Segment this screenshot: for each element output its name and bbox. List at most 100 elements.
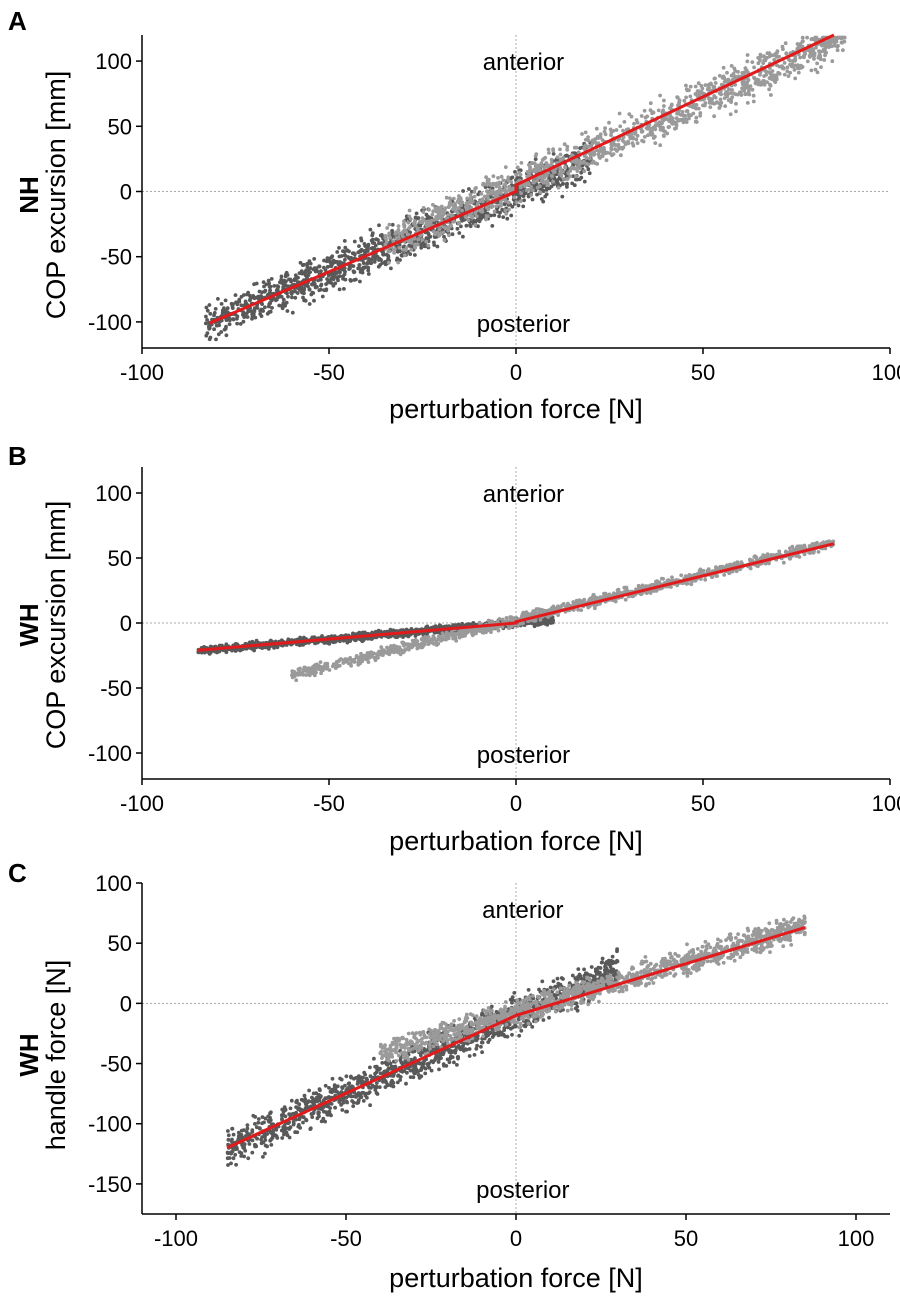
scatter-point (556, 185, 561, 190)
x-tick-label: -50 (313, 360, 345, 385)
scatter-point (233, 293, 238, 297)
scatter-point (479, 191, 484, 196)
scatter-point (212, 313, 216, 318)
scatter-point (709, 82, 713, 87)
scatter-point (730, 88, 734, 92)
scatter-point (231, 317, 236, 321)
scatter-point (670, 122, 675, 126)
scatter-point (815, 61, 819, 66)
scatter-point (347, 249, 351, 254)
scatter-point (589, 597, 594, 601)
scatter-point (763, 554, 768, 559)
scatter-point (688, 84, 693, 89)
scatter-point (457, 231, 462, 235)
scatter-point (424, 239, 429, 244)
scatter-point (565, 144, 570, 149)
scatter-point (372, 241, 377, 246)
scatter-point (384, 240, 389, 244)
scatter-point (366, 265, 371, 270)
scatter-point (646, 133, 650, 138)
scatter-point (565, 177, 570, 181)
scatter-point (703, 101, 708, 105)
scatter-point (212, 327, 217, 332)
scatter-point (357, 263, 362, 267)
scatter-point (297, 669, 302, 674)
scatter-point (282, 278, 286, 283)
scatter-point (443, 206, 448, 211)
scatter-point (733, 82, 737, 87)
scatter-point (577, 162, 582, 167)
scatter-point (281, 285, 286, 289)
scatter-point (742, 88, 747, 93)
scatter-point (252, 648, 256, 653)
scatter-point (723, 104, 728, 108)
scatter-point (267, 302, 272, 307)
scatter-point (517, 170, 522, 175)
scatter-point (227, 318, 232, 323)
scatter-point (335, 275, 340, 279)
scatter-point (669, 103, 674, 108)
y-tick-label: 50 (108, 114, 132, 139)
scatter-point (370, 237, 375, 242)
scatter-point (409, 247, 414, 252)
scatter-point (569, 165, 574, 170)
scatter-point (507, 207, 511, 212)
scatter-point (549, 619, 553, 623)
scatter-point (235, 321, 240, 326)
scatter-point (748, 84, 753, 88)
scatter-point (481, 182, 485, 187)
scatter-point (416, 216, 421, 220)
scatter-point (396, 260, 401, 265)
scatter-point (750, 60, 755, 64)
scatter-point (541, 189, 546, 194)
scatter-point (439, 231, 443, 236)
scatter-point (750, 87, 755, 92)
scatter-point (319, 282, 324, 287)
scatter-point (368, 227, 373, 232)
scatter-point (762, 74, 766, 78)
scatter-point (255, 306, 260, 310)
scatter-point (538, 617, 543, 622)
scatter-point (634, 137, 639, 142)
scatter-point (227, 322, 232, 327)
scatter-point (390, 222, 395, 227)
scatter-point (324, 282, 328, 286)
scatter-point (800, 35, 805, 40)
scatter-point (571, 174, 576, 179)
scatter-point (248, 293, 252, 298)
scatter-point (821, 41, 825, 46)
scatter-point (492, 209, 497, 214)
scatter-point (356, 266, 360, 271)
scatter-point (503, 165, 508, 170)
scatter-point (597, 149, 602, 154)
scatter-point (296, 275, 300, 280)
scatter-point (756, 61, 761, 66)
scatter-point (615, 149, 619, 153)
scatter-point (793, 76, 798, 81)
panel-a: A NH COP excursion [mm] perturbation for… (8, 6, 900, 424)
scatter-point (512, 195, 517, 200)
scatter-point (473, 186, 478, 191)
scatter-point (780, 44, 785, 49)
scatter-point (290, 673, 294, 677)
scatter-point (500, 617, 505, 622)
scatter-point (835, 35, 840, 40)
scatter-point (656, 108, 661, 113)
scatter-point (699, 83, 704, 88)
scatter-point (661, 127, 665, 132)
scatter-point (574, 174, 578, 179)
scatter-point (660, 110, 665, 115)
scatter-point (342, 287, 346, 291)
scatter-point (372, 246, 376, 251)
scatter-point (388, 235, 393, 240)
scatter-point (216, 297, 220, 301)
scatter-series (383, 35, 847, 265)
scatter-point (521, 194, 526, 199)
scatter-point (818, 57, 823, 62)
scatter-point (313, 269, 318, 274)
scatter-point (432, 217, 437, 222)
scatter-point (464, 203, 469, 208)
scatter-point (662, 134, 666, 139)
scatter-point (269, 277, 274, 281)
scatter-point (561, 602, 566, 606)
